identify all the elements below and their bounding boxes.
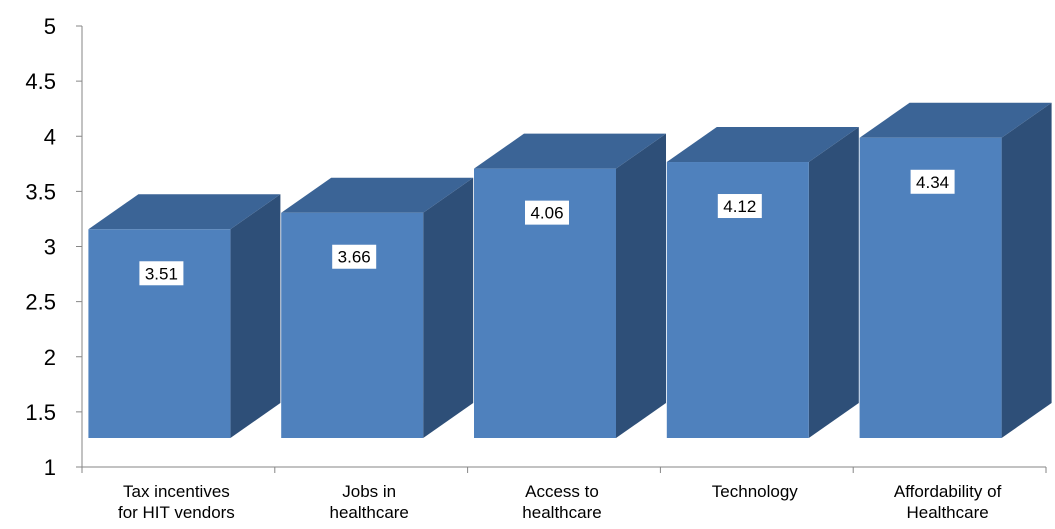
y-tick-label: 3 [44,235,56,260]
x-tick-label: Affordability of Healthcare [894,482,1002,522]
data-label-text: 4.34 [916,173,949,192]
data-label-text: 4.12 [723,197,756,216]
bar-side [1001,102,1052,438]
y-tick-label: 5 [44,14,56,39]
bar [281,177,474,439]
y-tick-label: 2.5 [25,290,56,315]
y-tick-label: 1 [44,455,56,480]
data-label: 4.06 [525,200,569,225]
bar [859,102,1052,438]
data-label-box [717,194,762,219]
y-axis: 1 1.5 2 2.5 3 3.5 4 4.5 5 [25,14,83,480]
bar-side [616,133,666,438]
data-label-box [910,169,955,194]
bars-group [88,102,1052,439]
bar [88,194,281,438]
bar-top [474,133,666,169]
data-label-box [332,244,377,269]
x-tick-label: Technology [712,482,799,501]
x-tick-label: Tax incentives for HIT vendors [118,482,235,522]
bar-side [423,177,474,439]
data-label-text: 4.06 [530,204,563,223]
y-tick-label: 4.5 [25,69,56,94]
bar-top [859,102,1052,138]
data-label-text: 3.66 [338,248,371,267]
x-axis: Tax incentives for HIT vendors Jobs in heal… [81,466,1047,522]
bar-front [88,229,231,438]
bar-side [230,194,281,438]
data-label-text: 3.51 [145,264,178,283]
bar-side [808,127,859,439]
bar-top [88,194,281,230]
y-tick-label: 2 [44,345,56,370]
y-tick-label: 1.5 [25,400,56,425]
data-label: 4.12 [717,194,762,219]
data-label-box [139,261,184,286]
data-label: 3.51 [139,261,184,286]
x-tick-label: Jobs in healthcare [330,482,409,522]
x-tick-label: Access to healthcare [522,482,601,522]
bar [666,127,859,439]
data-label-box [525,200,569,225]
bar-top [281,177,474,213]
data-label: 3.66 [332,244,377,269]
bar-top [666,127,859,163]
data-label: 4.34 [910,169,955,194]
bar [474,133,666,438]
y-tick-label: 3.5 [25,179,56,204]
y-tick-label: 4 [44,124,56,149]
data-labels-group: 3.51 3.66 4.06 4.12 4.34 [139,169,955,286]
